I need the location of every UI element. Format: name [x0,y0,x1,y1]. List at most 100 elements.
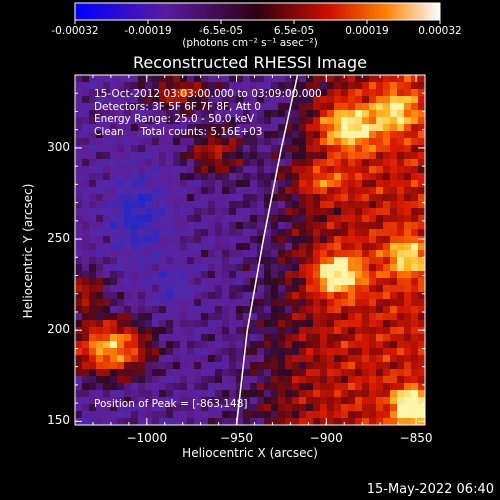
heatmap-cell [348,215,356,223]
heatmap-cell [327,166,335,174]
heatmap-cell [390,215,398,223]
heatmap-cell [110,355,118,363]
heatmap-cell [334,271,342,279]
heatmap-cell [166,334,174,342]
heatmap-cell [131,334,139,342]
heatmap-cell [236,96,244,104]
heatmap-cell [313,194,321,202]
heatmap-cell [215,383,223,391]
heatmap-cell [334,383,342,391]
heatmap-cell [411,320,419,328]
heatmap-cell [103,236,111,244]
heatmap-cell [404,138,412,146]
heatmap-cell [82,110,90,118]
y-tick-label: 150 [47,413,70,428]
heatmap-cell [236,348,244,356]
heatmap-cell [397,229,405,237]
heatmap-cell [383,362,391,370]
heatmap-cell [250,404,258,412]
heatmap-cell [348,229,356,237]
heatmap-cell [369,376,377,384]
heatmap-cell [285,383,293,391]
heatmap-cell [208,376,216,384]
heatmap-cell [138,208,146,216]
heatmap-cell [96,131,104,139]
heatmap-cell [313,404,321,412]
heatmap-cell [418,299,425,307]
heatmap-cell [138,257,146,265]
heatmap-cell [215,173,223,181]
heatmap-cell [187,390,195,398]
heatmap-cell [362,418,370,425]
heatmap-cell [138,110,146,118]
heatmap-cell [222,348,230,356]
heatmap-cell [369,138,377,146]
heatmap-cell [320,75,328,83]
heatmap-cell [383,334,391,342]
heatmap-cell [250,299,258,307]
heatmap-cell [236,117,244,125]
heatmap-cell [229,306,237,314]
heatmap-cell [313,397,321,405]
heatmap-cell [103,292,111,300]
heatmap-cell [362,299,370,307]
heatmap-cell [341,124,349,132]
heatmap-cell [243,187,251,195]
heatmap-cell [110,383,118,391]
heatmap-cell [243,383,251,391]
heatmap-cell [264,145,272,153]
heatmap-cell [376,152,384,160]
heatmap-cell [131,208,139,216]
x-tick-label: −900 [309,431,343,445]
heatmap-cell [390,180,398,188]
heatmap-cell [236,236,244,244]
heatmap-cell [257,313,265,321]
heatmap-cell [145,243,153,251]
heatmap-cell [362,348,370,356]
heatmap-cell [383,222,391,230]
heatmap-cell [82,306,90,314]
heatmap-cell [327,313,335,321]
heatmap-cell [222,362,230,370]
heatmap-cell [75,383,83,391]
heatmap-cell [229,264,237,272]
heatmap-cell [376,222,384,230]
heatmap-cell [334,355,342,363]
heatmap-cell [117,383,125,391]
heatmap-cell [418,383,425,391]
heatmap-cell [117,348,125,356]
heatmap-cell [285,208,293,216]
heatmap-cell [250,278,258,286]
heatmap-cell [201,124,209,132]
heatmap-cell [96,215,104,223]
heatmap-cell [180,257,188,265]
heatmap-cell [89,103,97,111]
heatmap-cell [117,215,125,223]
heatmap-cell [271,138,279,146]
heatmap-cell [173,320,181,328]
heatmap-cell [250,159,258,167]
heatmap-cell [369,229,377,237]
heatmap-cell [82,376,90,384]
heatmap-cell [327,278,335,286]
heatmap-cell [250,264,258,272]
x-tick-label: −850 [399,431,433,445]
heatmap-cell [327,75,335,83]
heatmap-cell [215,355,223,363]
heatmap-cell [82,313,90,321]
heatmap-cell [411,418,419,425]
heatmap-cell [327,180,335,188]
heatmap-cell [180,369,188,377]
heatmap-cell [222,152,230,160]
heatmap-cell [306,376,314,384]
heatmap-cell [278,138,286,146]
heatmap-cell [110,124,118,132]
heatmap-cell [110,96,118,104]
heatmap-cell [320,124,328,132]
heatmap-cell [229,404,237,412]
heatmap-cell [152,348,160,356]
heatmap-cell [173,313,181,321]
heatmap-cell [362,110,370,118]
heatmap-cell [166,390,174,398]
